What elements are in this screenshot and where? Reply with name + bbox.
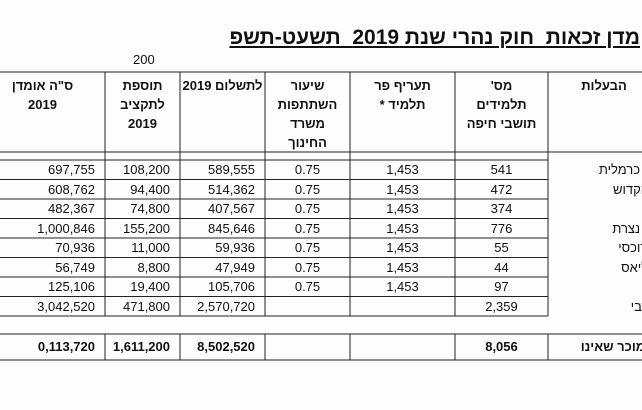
table-cell: 3,042,520 [37, 298, 95, 314]
table-cell: 125,106 [48, 279, 95, 294]
table-cell: 472 [490, 181, 513, 197]
table-cell: 471,800 [123, 298, 170, 314]
table-cell: ל [548, 199, 642, 219]
note: 200 [133, 52, 155, 67]
table-cell: 482,367 [48, 201, 95, 216]
table-cell: 55 [494, 240, 509, 255]
table-cell: 0.75 [294, 240, 321, 255]
table-cell: 105,706 [208, 279, 255, 294]
total-cell: 0,113,720 [37, 339, 95, 354]
total-cell: 8,502,520 [197, 339, 255, 354]
table-cell: 0.75 [294, 201, 321, 216]
table-cell: 845,646 [208, 220, 255, 236]
table-cell: 2,570,720 [197, 298, 255, 314]
table-cell: ר [548, 277, 642, 297]
table-cell: 19,400 [130, 279, 170, 294]
table-cell: 70,936 [55, 240, 95, 255]
table-cell: ערבי [630, 298, 642, 314]
column-header: תעריף פר תלמיד * [374, 78, 431, 112]
table-cell: ות נצרת [612, 220, 641, 236]
column-header: תוספת לתקציב 2019 [120, 78, 165, 131]
table-cell: 1,453 [386, 279, 419, 294]
table-cell: 0.75 [294, 162, 321, 177]
table-cell: 0.75 [294, 279, 321, 294]
table-cell: 1,453 [386, 162, 419, 177]
table-cell: 0.75 [294, 259, 321, 275]
table-cell: 11,000 [131, 240, 170, 255]
table-cell: 47,949 [215, 259, 255, 275]
table-cell: אליאס [621, 259, 642, 275]
table-cell: נודוכסי [618, 240, 642, 255]
table-cell: 1,453 [386, 220, 419, 236]
table-cell: 1,453 [386, 201, 419, 216]
table-cell: 8,800 [137, 259, 170, 275]
table-cell: 108,200 [123, 162, 170, 177]
table-cell: 514,362 [208, 181, 255, 197]
column-header: מס' תלמידים תושבי חיפה [466, 78, 537, 131]
column-header: ס"ה אומדן 2019 [11, 78, 74, 112]
table-cell: 608,762 [48, 181, 95, 197]
column-header: לתשלום 2019 [182, 78, 263, 93]
table-cell: ות כרמלית [598, 162, 641, 177]
table-cell: 74,800 [130, 201, 170, 216]
total-cell: 1,611,200 [112, 339, 170, 354]
table-cell: 155,200 [123, 220, 170, 236]
table-cell: 374 [490, 201, 513, 216]
table-cell: 0.75 [294, 220, 321, 236]
table-cell: 2,359 [485, 298, 518, 314]
table-cell: 0.75 [294, 181, 321, 197]
total-cell: כ מוכר שאינו רשמי [580, 339, 642, 354]
table-cell: ן הקדוש [613, 181, 642, 197]
table-cell: 1,453 [386, 259, 419, 275]
table-cell: 97 [494, 279, 509, 294]
table-cell: 1,453 [386, 181, 419, 197]
column-header: שיעור השתתפות משרד החינוך [277, 78, 338, 150]
table-cell: 697,755 [48, 162, 95, 177]
table-cell: 94,400 [130, 181, 170, 197]
title: מדן זכאות חוק נהרי שנת 2019 תשעט-תשפ [229, 26, 640, 49]
table-cell: 1,453 [386, 240, 419, 255]
table-cell: 589,555 [208, 162, 255, 177]
table-cell: 59,936 [215, 240, 255, 255]
table-cell: 44 [494, 259, 509, 275]
table-cell: 776 [490, 220, 513, 236]
table-cell: 56,749 [55, 259, 95, 275]
table-cell: 407,567 [208, 201, 255, 216]
total-cell: 8,056 [485, 339, 518, 354]
table-cell: 541 [490, 162, 513, 177]
column-header: הבעלות [581, 78, 627, 93]
table-cell: 1,000,846 [37, 220, 95, 236]
